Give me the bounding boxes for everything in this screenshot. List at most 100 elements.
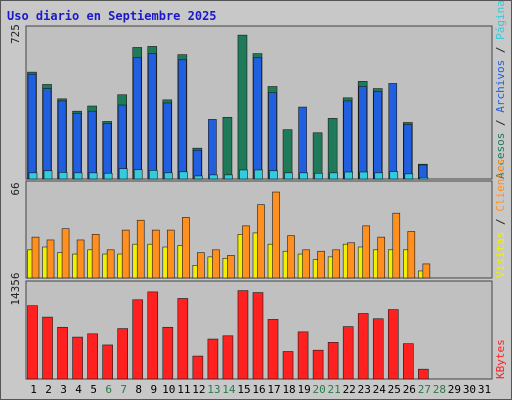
paginas-bar-day-9 — [148, 170, 158, 180]
kbytes-bar-day-13 — [207, 338, 219, 380]
archivos-bar-day-6 — [102, 123, 112, 180]
accesos-bar-day-14 — [222, 117, 233, 180]
legend-separator: / — [494, 119, 507, 132]
x-tick-day-10: 10 — [162, 383, 175, 396]
clientes-bar-day-26 — [407, 231, 416, 279]
kbytes-bar-day-18 — [282, 351, 294, 380]
archivos-bar-day-19 — [298, 106, 307, 180]
kbytes-bar-day-19 — [297, 331, 309, 380]
archivos-bar-day-13 — [208, 119, 217, 180]
kbytes-bar-day-1 — [27, 305, 38, 380]
archivos-bar-day-25 — [388, 83, 398, 180]
kbytes-bar-day-6 — [102, 344, 113, 380]
archivos-bar-day-12 — [193, 149, 202, 180]
kbytes-bar-day-16 — [252, 292, 264, 380]
clientes-bar-day-6 — [106, 249, 115, 279]
archivos-bar-day-27 — [418, 164, 428, 180]
paginas-bar-day-17 — [269, 170, 278, 180]
archivos-bar-day-11 — [178, 59, 187, 180]
kbytes-bar-day-27 — [418, 368, 429, 380]
clientes-bar-day-25 — [392, 212, 401, 279]
x-tick-day-6: 6 — [105, 383, 112, 396]
clientes-bar-day-7 — [121, 229, 130, 279]
x-tick-day-31: 31 — [478, 383, 491, 396]
archivos-bar-day-24 — [373, 91, 383, 180]
archivos-bar-day-22 — [343, 100, 352, 180]
archivos-bar-day-2 — [42, 88, 52, 180]
x-tick-day-20: 20 — [313, 383, 326, 396]
kbytes-bar-day-11 — [177, 298, 189, 380]
kbytes-bar-day-23 — [357, 313, 369, 380]
clientes-bar-day-5 — [91, 234, 100, 279]
paginas-bar-day-21 — [329, 172, 338, 180]
clientes-bar-day-10 — [166, 229, 175, 279]
clientes-bar-day-15 — [242, 225, 250, 279]
clientes-bar-day-12 — [197, 252, 205, 279]
x-tick-day-14: 14 — [222, 383, 236, 396]
legend-accesos: Accesos — [494, 133, 507, 179]
paginas-bar-day-15 — [239, 169, 248, 180]
paginas-bar-day-6 — [103, 172, 113, 180]
paginas-bar-day-23 — [359, 171, 369, 180]
x-tick-day-4: 4 — [75, 383, 82, 396]
archivos-bar-day-23 — [358, 86, 368, 180]
clientes-bar-day-23 — [362, 225, 371, 279]
paginas-bar-day-24 — [374, 172, 384, 180]
x-tick-day-2: 2 — [45, 383, 52, 396]
x-tick-day-27: 27 — [418, 383, 431, 396]
clientes-bar-day-3 — [61, 228, 70, 279]
clientes-bar-day-4 — [76, 239, 85, 279]
archivos-bar-day-16 — [253, 57, 262, 180]
accesos-bar-day-15 — [237, 34, 248, 180]
kbytes-bar-day-15 — [237, 290, 249, 380]
kbytes-bar-day-3 — [57, 326, 68, 380]
archivos-bar-day-4 — [72, 112, 82, 180]
archivos-bar-day-17 — [268, 92, 277, 180]
clientes-bar-day-22 — [347, 242, 355, 279]
x-tick-day-30: 30 — [463, 383, 476, 396]
legend-clientes: Clientes — [494, 159, 507, 219]
right-legend-accesos: Accesos / Archivos / Páginas — [494, 1, 507, 179]
paginas-bar-day-16 — [254, 169, 263, 180]
x-tick-day-3: 3 — [60, 383, 67, 396]
x-tick-day-18: 18 — [282, 383, 295, 396]
kbytes-bar-day-26 — [403, 343, 414, 380]
kbytes-bar-day-14 — [222, 335, 234, 380]
x-tick-day-23: 23 — [358, 383, 371, 396]
archivos-bar-day-5 — [87, 110, 97, 180]
x-tick-day-29: 29 — [448, 383, 461, 396]
paginas-bar-day-3 — [58, 172, 68, 180]
clientes-bar-day-24 — [377, 236, 386, 279]
paginas-bar-day-22 — [344, 171, 353, 180]
legend-paginas: Páginas — [494, 1, 507, 47]
x-tick-day-15: 15 — [237, 383, 250, 396]
chart-bars — [27, 34, 431, 380]
x-tick-day-11: 11 — [177, 383, 190, 396]
legend-separator: / — [494, 47, 507, 60]
paginas-bar-day-5 — [88, 172, 98, 180]
legend-separator: / — [494, 218, 507, 231]
paginas-bar-day-12 — [194, 175, 203, 180]
y-max-label-1: 725 — [9, 24, 22, 44]
y-max-label-3: 14356 — [9, 272, 22, 305]
paginas-bar-day-19 — [299, 172, 308, 180]
kbytes-bar-day-22 — [342, 326, 354, 380]
paginas-bar-day-8 — [133, 169, 143, 180]
clientes-bar-day-19 — [302, 249, 310, 279]
right-legend-visitas: Visitas / Clientes — [494, 159, 507, 278]
x-tick-day-1: 1 — [30, 383, 37, 396]
clientes-bar-day-8 — [136, 219, 145, 279]
kbytes-bar-day-20 — [312, 349, 324, 380]
paginas-bar-day-27 — [419, 177, 429, 180]
x-tick-day-25: 25 — [388, 383, 401, 396]
kbytes-bar-day-8 — [132, 299, 144, 380]
clientes-bar-day-17 — [272, 191, 280, 279]
legend-kbytes: KBytes — [494, 339, 507, 379]
kbytes-bar-day-4 — [72, 336, 83, 380]
kbytes-bar-day-9 — [147, 291, 159, 380]
clientes-bar-day-1 — [31, 236, 40, 279]
paginas-bar-day-14 — [224, 174, 233, 180]
x-axis-labels: 1 2 3 4 5 6 7 8 9 10 11 12 13 14 15 16 17 18 19 20 21 22 23 24 2… — [30, 383, 491, 396]
kbytes-bar-day-24 — [372, 318, 384, 380]
